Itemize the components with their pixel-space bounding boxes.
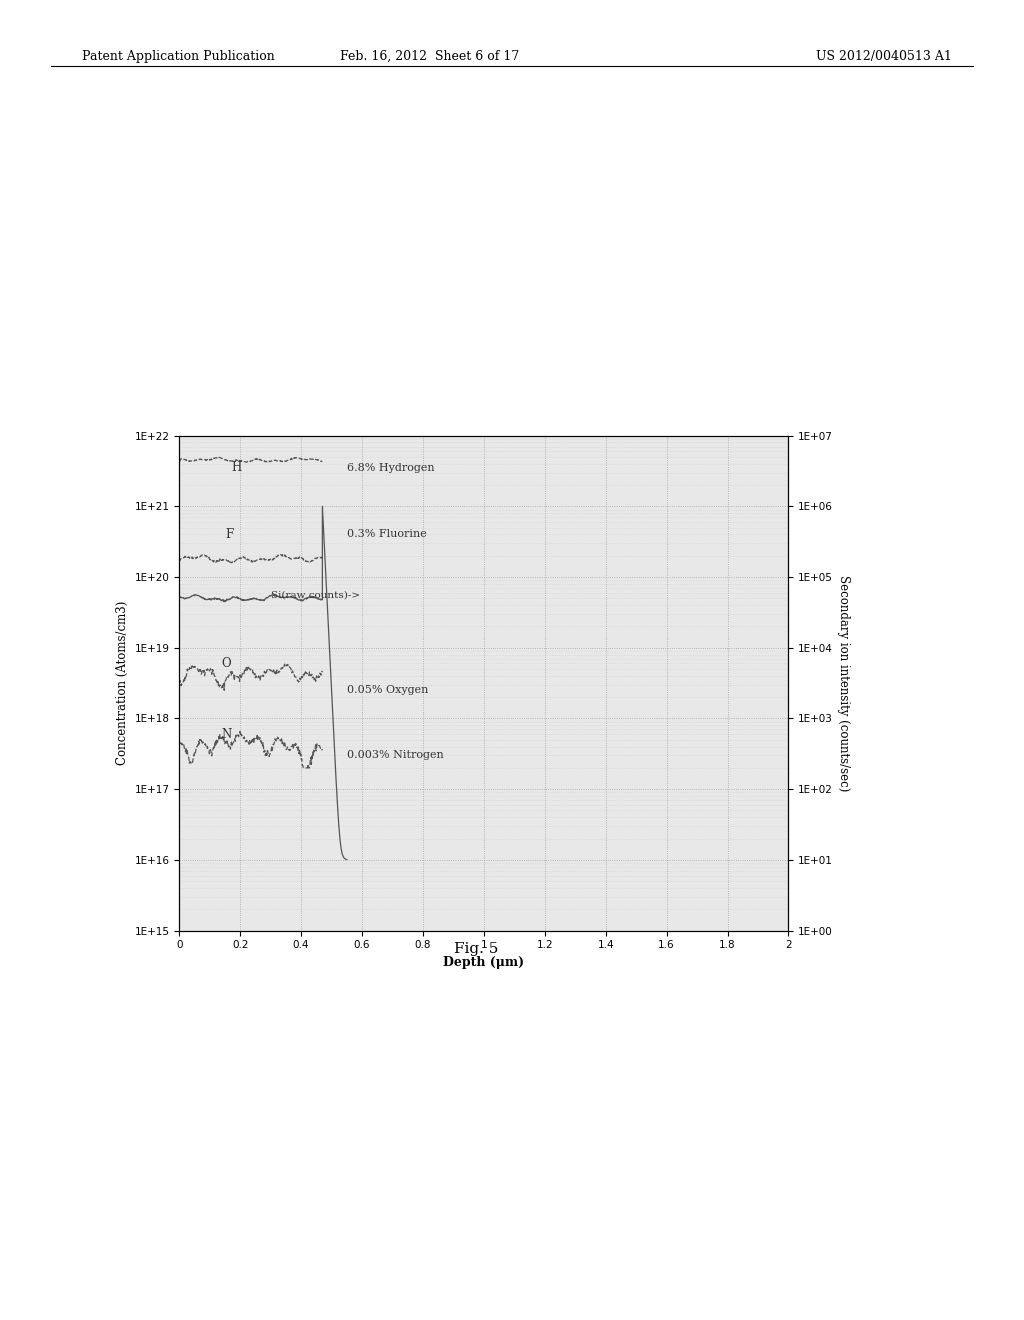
Text: Si(raw counts)->: Si(raw counts)-> (270, 591, 359, 599)
Text: H: H (231, 462, 242, 474)
Text: Patent Application Publication: Patent Application Publication (82, 50, 274, 63)
Text: 6.8% Hydrogen: 6.8% Hydrogen (347, 463, 434, 473)
X-axis label: Depth (μm): Depth (μm) (443, 956, 524, 969)
Text: O: O (222, 657, 231, 671)
Text: 0.003% Nitrogen: 0.003% Nitrogen (347, 751, 443, 760)
Text: 0.3% Fluorine: 0.3% Fluorine (347, 529, 427, 540)
Y-axis label: Secondary ion intensity (counts/sec): Secondary ion intensity (counts/sec) (837, 576, 850, 791)
Text: 0.05% Oxygen: 0.05% Oxygen (347, 685, 428, 696)
Text: Fig. 5: Fig. 5 (454, 942, 499, 956)
Y-axis label: Concentration (Atoms/cm3): Concentration (Atoms/cm3) (116, 601, 129, 766)
Text: F: F (225, 528, 233, 541)
Text: Feb. 16, 2012  Sheet 6 of 17: Feb. 16, 2012 Sheet 6 of 17 (340, 50, 520, 63)
Text: US 2012/0040513 A1: US 2012/0040513 A1 (816, 50, 952, 63)
Text: N: N (222, 727, 232, 741)
